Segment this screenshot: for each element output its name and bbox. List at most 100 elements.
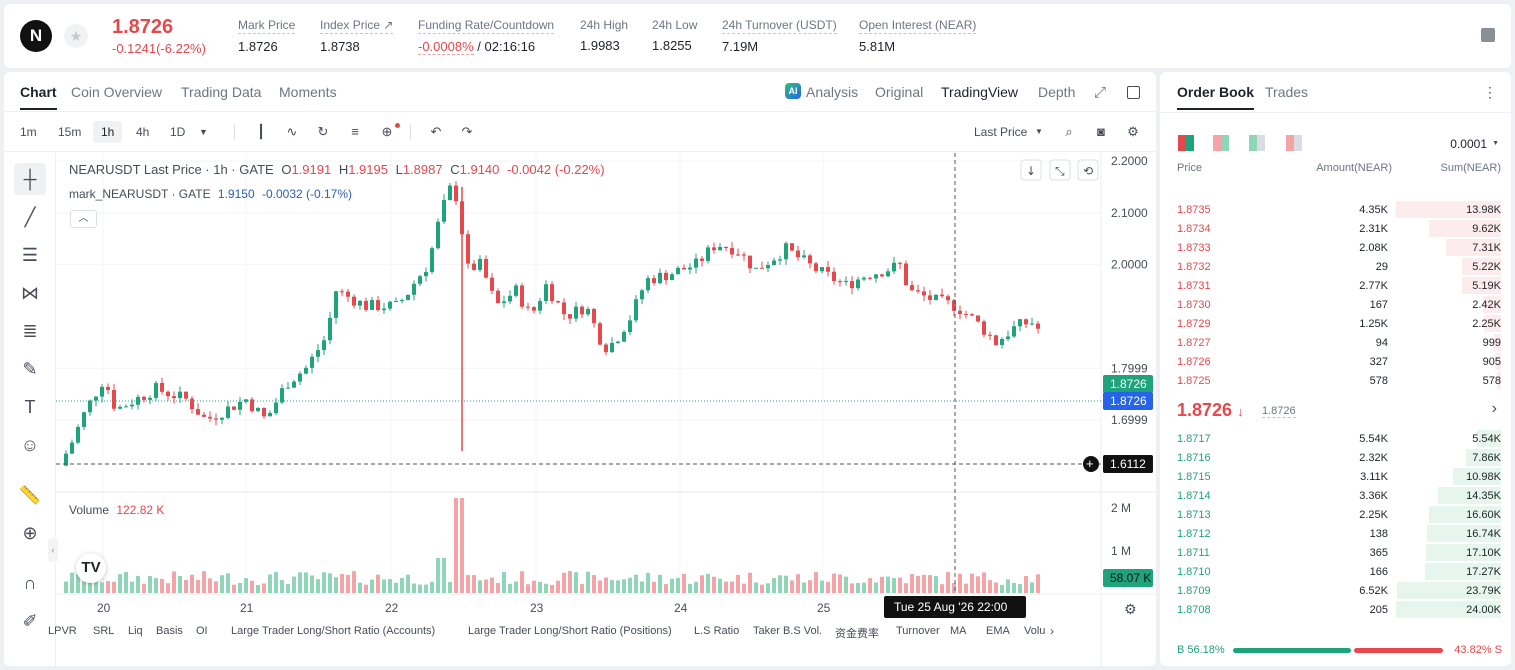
book-icon[interactable] (1481, 28, 1495, 42)
bid-row[interactable]: 1.8708 205 24.00K (1160, 600, 1511, 619)
stat-index-price[interactable]: Index Price ↗ 1.8738 (320, 18, 394, 54)
bid-row[interactable]: 1.8713 2.25K 16.60K (1160, 505, 1511, 524)
text-tool-icon[interactable]: T (24, 397, 36, 417)
ask-row[interactable]: 1.8725 578 578 (1160, 371, 1511, 390)
camera-icon[interactable]: ◙ (1097, 124, 1105, 139)
bid-row[interactable]: 1.8709 6.52K 23.79K (1160, 581, 1511, 600)
pencil-lock-icon[interactable]: ✐ (22, 611, 38, 631)
settings-gear-icon[interactable]: ⚙ (1127, 124, 1139, 139)
view-original[interactable]: Original (875, 84, 924, 100)
indicator-11[interactable]: MA (950, 625, 967, 637)
mid-price[interactable]: 1.8726 ↓ (1177, 400, 1244, 420)
tab-trading-data[interactable]: Trading Data (181, 84, 262, 100)
price-chart[interactable]: 2.2000 2.1000 2.0000 1.7999 1.6999 20 21 22 23 24… (56, 153, 1156, 666)
refresh-icon[interactable]: ↻ (317, 124, 329, 139)
indicator-5[interactable]: Large Trader Long/Short Ratio (Accounts) (231, 625, 436, 637)
emoji-icon[interactable]: ☺ (20, 435, 40, 455)
bid-row[interactable]: 1.8712 138 16.74K (1160, 524, 1511, 543)
view-tradingview[interactable]: TradingView (941, 84, 1019, 100)
bid-row[interactable]: 1.8715 3.11K 10.98K (1160, 467, 1511, 486)
timeframe-dropdown-icon[interactable]: ▼ (199, 127, 208, 137)
ask-row[interactable]: 1.8735 4.35K 13.98K (1160, 200, 1511, 219)
ask-row[interactable]: 1.8732 29 5.22K (1160, 257, 1511, 276)
more-options-icon[interactable]: ⋮ (1483, 84, 1497, 100)
bid-row[interactable]: 1.8710 166 17.27K (1160, 562, 1511, 581)
indicator-4[interactable]: OI (196, 625, 208, 637)
bid-row[interactable]: 1.8717 5.54K 5.54K (1160, 429, 1511, 448)
timeframe-4h[interactable]: 4h (136, 125, 150, 139)
stat-24h-turnover[interactable]: 24h Turnover (USDT) 7.19M (722, 18, 837, 54)
indicator-3[interactable]: Basis (156, 625, 183, 637)
candle-type-icon[interactable]: ┃ (257, 124, 265, 139)
collapse-legend-button[interactable]: ︿ (70, 210, 97, 228)
mode-both-icon[interactable] (1178, 135, 1194, 151)
indicator-2[interactable]: Liq (128, 625, 143, 637)
view-analysis[interactable]: Analysis (806, 84, 859, 100)
precision-dropdown-icon[interactable]: ▼ (1492, 140, 1499, 147)
horizontal-lines-icon[interactable]: ☰ (21, 245, 39, 265)
mode-bids-icon[interactable] (1213, 135, 1229, 151)
indicator-6[interactable]: Large Trader Long/Short Ratio (Positions… (468, 625, 672, 637)
indicator-0[interactable]: LPVR (48, 625, 77, 637)
timeframe-15m[interactable]: 15m (58, 125, 82, 139)
price-source-select[interactable]: Last Price (974, 125, 1028, 139)
indicators-icon[interactable]: ∿ (286, 124, 298, 139)
ask-row[interactable]: 1.8734 2.31K 9.62K (1160, 219, 1511, 238)
indicator-13[interactable]: Volu (1024, 625, 1046, 637)
pattern-icon[interactable]: ⋈ (21, 283, 39, 303)
crosshair-icon[interactable]: ┼ (14, 163, 46, 195)
tab-coin-overview[interactable]: Coin Overview (71, 84, 163, 100)
timeframe-1m[interactable]: 1m (20, 125, 37, 139)
fib-icon[interactable]: ≣ (22, 321, 38, 341)
tab-order-book[interactable]: Order Book (1177, 84, 1255, 110)
tab-trades[interactable]: Trades (1265, 84, 1309, 100)
indicator-9[interactable]: 资金费率 (835, 628, 879, 640)
tab-moments[interactable]: Moments (279, 84, 337, 100)
template-icon[interactable]: ≡ (351, 124, 359, 139)
brush-icon[interactable]: ✎ (22, 359, 38, 379)
bid-row[interactable]: 1.8711 365 17.10K (1160, 543, 1511, 562)
indicator-7[interactable]: L.S Ratio (694, 625, 740, 637)
precision-select[interactable]: 0.0001 (1450, 137, 1487, 151)
indicator-10[interactable]: Turnover (896, 625, 940, 637)
indicator-1[interactable]: SRL (93, 625, 115, 637)
search-icon[interactable]: ⌕ (1065, 124, 1073, 139)
indicator-8[interactable]: Taker B.S Vol. (753, 625, 823, 637)
volume-bar (592, 575, 596, 593)
indicator-12[interactable]: EMA (986, 625, 1010, 637)
zoom-in-icon[interactable]: ⊕ (22, 523, 38, 543)
ask-row[interactable]: 1.8733 2.08K 7.31K (1160, 238, 1511, 257)
bid-row[interactable]: 1.8716 2.32K 7.86K (1160, 448, 1511, 467)
view-depth[interactable]: Depth (1038, 84, 1076, 100)
stat-mark-price[interactable]: Mark Price 1.8726 (238, 18, 296, 54)
ask-row[interactable]: 1.8726 327 905 (1160, 352, 1511, 371)
price-source-dropdown-icon[interactable]: ▼ (1035, 127, 1043, 136)
undo-icon[interactable]: ↶ (430, 124, 442, 139)
stat-funding-rate[interactable]: Funding Rate/Countdown -0.0008% / 02:16:… (418, 18, 555, 55)
ask-row[interactable]: 1.8731 2.77K 5.19K (1160, 276, 1511, 295)
ruler-icon[interactable]: 📏 (18, 485, 42, 505)
volume-bar (412, 583, 416, 593)
window-icon[interactable] (1127, 86, 1140, 99)
chevron-right-icon[interactable]: › (1491, 400, 1497, 417)
tab-chart[interactable]: Chart (20, 84, 57, 110)
bid-row[interactable]: 1.8714 3.36K 14.35K (1160, 486, 1511, 505)
stat-open-interest[interactable]: Open Interest (NEAR) 5.81M (859, 18, 977, 54)
volume-bar (196, 579, 200, 593)
order-sum: 17.27K (1466, 566, 1501, 578)
favorite-star-icon[interactable]: ★ (64, 24, 88, 48)
scroll-right-icon[interactable]: › (1050, 624, 1054, 638)
timeframe-1d[interactable]: 1D (170, 125, 186, 139)
expand-icon[interactable]: ⤢ (1094, 84, 1107, 101)
timeframe-1h[interactable]: 1h (93, 121, 123, 143)
redo-icon[interactable]: ↷ (461, 124, 473, 139)
mode-sells-icon[interactable] (1286, 135, 1302, 151)
ask-row[interactable]: 1.8730 167 2.42K (1160, 295, 1511, 314)
magnet-icon[interactable]: ∩ (23, 573, 37, 593)
mode-asks-icon[interactable] (1249, 135, 1265, 151)
ask-row[interactable]: 1.8727 94 999 (1160, 333, 1511, 352)
ask-row[interactable]: 1.8729 1.25K 2.25K (1160, 314, 1511, 333)
trendline-icon[interactable]: ╱ (24, 207, 36, 227)
add-indicator-icon[interactable]: ⊕ (381, 124, 393, 139)
scroll-left-handle[interactable]: ‹ (48, 538, 58, 562)
